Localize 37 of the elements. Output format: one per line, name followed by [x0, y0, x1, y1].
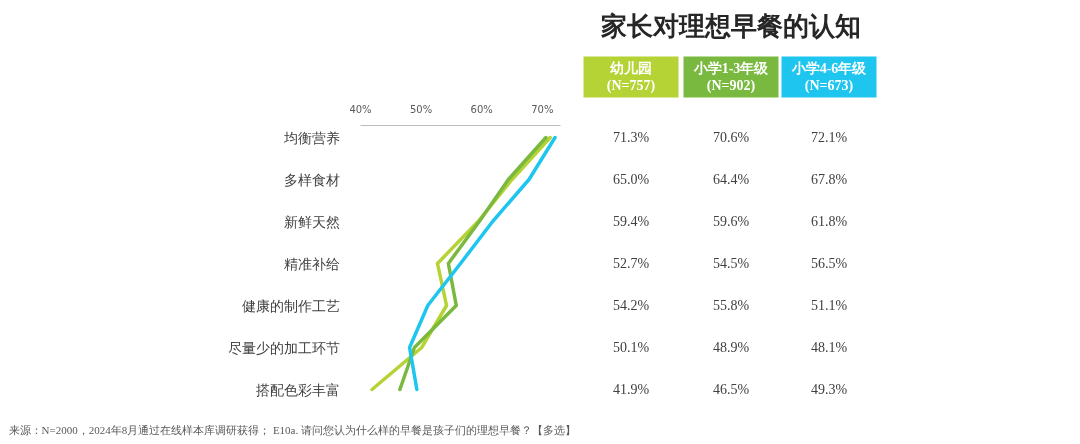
- y-tick-label: 多样食材: [283, 171, 340, 188]
- y-tick-label: 均衡营养: [282, 129, 340, 146]
- text: 小学4-6年级 (N=673): [790, 61, 868, 94]
- source-note: 来源：N=2000，2024年8月通过在线样本库调研获得； E10a. 请问您认为什么样的早餐是孩子们的理想早餐？【多选】: [8, 423, 576, 436]
- text: 家长对理想早餐的认知: [599, 12, 861, 41]
- y-tick-label: 搭配色彩丰富: [255, 381, 340, 398]
- x-tick-label: 50%: [409, 103, 433, 115]
- data-label: 65.0%: [612, 172, 650, 187]
- data-label: 48.1%: [810, 340, 848, 355]
- data-label: 67.8%: [810, 172, 848, 187]
- data-label: 64.4%: [712, 172, 750, 187]
- y-tick-label: 新鲜天然: [283, 213, 340, 230]
- data-label: 55.8%: [712, 298, 750, 313]
- data-label: 52.7%: [612, 256, 650, 271]
- data-label: 71.3%: [612, 130, 650, 145]
- data-label: 70.6%: [712, 130, 750, 145]
- data-label: 56.5%: [810, 256, 848, 271]
- y-tick-label: 尽量少的加工环节: [227, 339, 340, 356]
- data-label: 51.1%: [810, 298, 848, 313]
- data-label: 50.1%: [612, 340, 650, 355]
- data-label: 46.5%: [712, 382, 750, 397]
- data-label: 41.9%: [612, 382, 650, 397]
- text: 幼儿园 (N=757): [606, 61, 656, 94]
- data-label: 61.8%: [810, 214, 848, 229]
- data-label: 72.1%: [810, 130, 848, 145]
- data-label: 54.5%: [712, 256, 750, 271]
- data-label: 59.6%: [712, 214, 750, 229]
- x-tick-label: 70%: [531, 103, 554, 115]
- data-label: 59.4%: [612, 214, 650, 229]
- y-tick-label: 健康的制作工艺: [241, 297, 340, 314]
- data-label: 54.2%: [612, 298, 650, 313]
- x-tick-label: 60%: [470, 103, 493, 115]
- x-tick-label: 40%: [349, 103, 372, 115]
- data-label: 49.3%: [810, 382, 848, 397]
- text: 小学1-3年级 (N=902): [692, 61, 770, 94]
- y-tick-label: 精准补给: [283, 255, 340, 272]
- data-label: 48.9%: [712, 340, 750, 355]
